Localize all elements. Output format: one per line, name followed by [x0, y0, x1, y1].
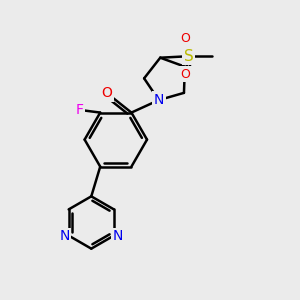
Text: N: N	[154, 93, 164, 107]
Text: N: N	[59, 229, 70, 243]
Text: O: O	[181, 68, 190, 81]
Text: F: F	[75, 103, 83, 117]
Text: O: O	[181, 32, 190, 45]
Text: N: N	[113, 229, 123, 243]
Text: S: S	[184, 49, 194, 64]
Text: O: O	[102, 86, 112, 100]
